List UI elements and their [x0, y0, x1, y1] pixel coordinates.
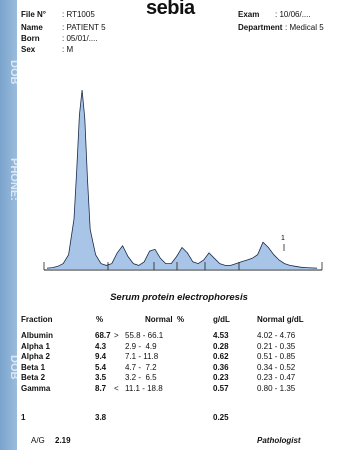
pathologist-label: Pathologist: [257, 436, 301, 445]
row-name: Beta 1: [21, 362, 46, 372]
row-pct: 3.5: [95, 373, 107, 382]
col-header-gdl: g/dL: [213, 315, 230, 324]
fraction-boundaries: [43, 262, 323, 270]
electrophoresis-chart: 1: [43, 89, 323, 271]
marker-label: 1: [281, 235, 285, 242]
col-header-pct: %: [96, 315, 104, 324]
department-label: Department: [238, 23, 283, 32]
row-flag: <: [114, 383, 119, 393]
curve-fill: [47, 90, 317, 269]
file-value: : RT1005: [62, 10, 95, 19]
row-pct: 5.4: [95, 362, 107, 372]
row-pct: 68.7: [95, 331, 111, 340]
row-normal-gdl: 0.21 - 0.35: [257, 341, 296, 351]
col-header-fraction: Fraction: [21, 315, 53, 324]
row-normal-gdl: 0.51 - 0.85: [257, 352, 296, 361]
col-header-normal-pct: Normal %: [145, 315, 185, 324]
row-gdl: 4.53: [213, 331, 229, 340]
exam-label: Exam: [238, 10, 260, 19]
sex-value: : M: [62, 45, 74, 54]
brand-logo: sebia: [146, 0, 195, 19]
row-name: Alpha 1: [21, 341, 50, 351]
curve-line: [46, 89, 318, 269]
row-pct: 4.3: [95, 341, 107, 351]
row-gdl: 0.57: [213, 383, 229, 393]
row-flag: >: [114, 331, 119, 340]
extra-fraction-name: 1: [21, 413, 26, 422]
row-normal: 7.1 - 11.8: [125, 352, 159, 361]
row-normal-gdl: 0.23 - 0.47: [257, 373, 296, 382]
row-gdl: 0.36: [213, 362, 229, 372]
name-value: : PATIENT 5: [62, 23, 106, 32]
born-label: Born: [21, 34, 40, 43]
row-normal: 3.2 - 6.5: [125, 373, 157, 382]
row-normal-gdl: 0.34 - 0.52: [257, 362, 296, 372]
row-normal: 55.8 - 66.1: [125, 331, 164, 340]
name-label: Name: [21, 23, 43, 32]
row-normal-gdl: 4.02 - 4.76: [257, 331, 296, 340]
row-name: Gamma: [21, 383, 51, 393]
exam-value: : 10/06/....: [275, 10, 311, 19]
ag-ratio-value: 2.19: [55, 436, 71, 445]
row-gdl: 0.28: [213, 341, 229, 351]
row-normal-gdl: 0.80 - 1.35: [257, 383, 296, 393]
extra-fraction-pct: 3.8: [95, 413, 107, 422]
row-normal: 2.9 - 4.9: [125, 341, 157, 351]
sex-label: Sex: [21, 45, 36, 54]
row-pct: 9.4: [95, 352, 107, 361]
row-gdl: 0.62: [213, 352, 229, 361]
row-gdl: 0.23: [213, 373, 229, 382]
col-header-normal-gdl: Normal g/dL: [257, 315, 304, 324]
row-pct: 8.7: [95, 383, 107, 393]
extra-fraction-gdl: 0.25: [213, 413, 229, 422]
row-name: Alpha 2: [21, 352, 50, 361]
row-name: Beta 2: [21, 373, 46, 382]
report-sheet: sebia File N° : RT1005 Name : PATIENT 5 …: [17, 0, 341, 450]
row-normal: 11.1 - 18.8: [125, 383, 163, 393]
chart-title: Serum protein electrophoresis: [110, 292, 248, 303]
department-value: : Medical 5: [285, 23, 324, 32]
file-label: File N°: [21, 10, 46, 19]
born-value: : 05/01/....: [62, 34, 98, 43]
row-name: Albumin: [21, 331, 53, 340]
row-normal: 4.7 - 7.2: [125, 362, 157, 372]
ag-ratio-label: A/G: [31, 436, 45, 445]
